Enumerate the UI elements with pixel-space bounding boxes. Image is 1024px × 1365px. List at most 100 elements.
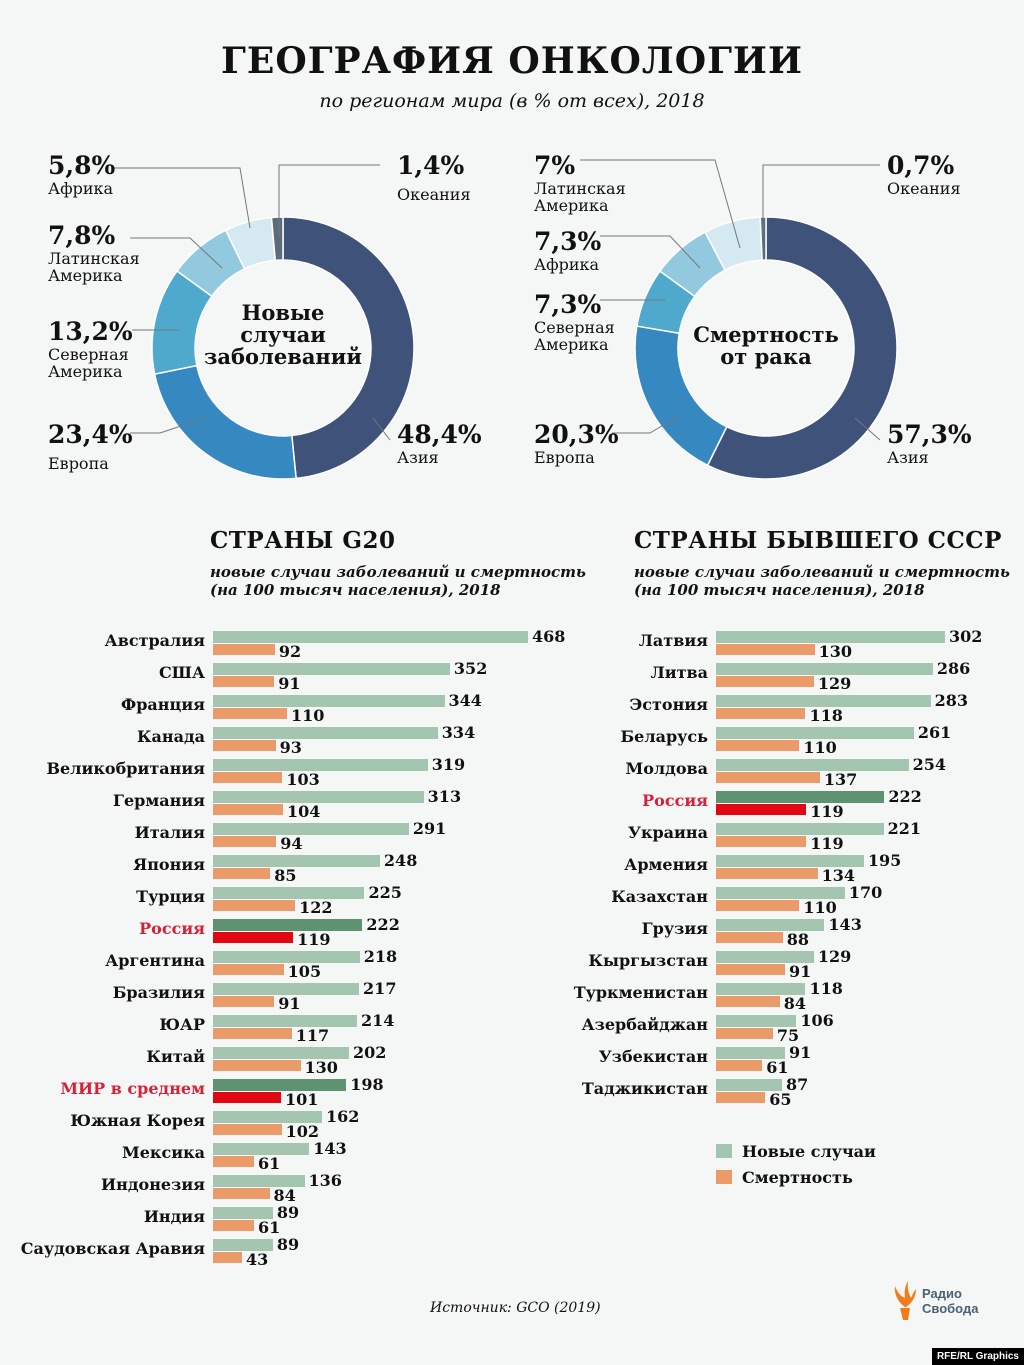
label-asia: 48,4% Азия bbox=[397, 420, 482, 467]
legend-swatch-death bbox=[716, 1170, 732, 1184]
pct: 48,4% bbox=[397, 420, 482, 449]
donut-new-cases bbox=[151, 216, 415, 480]
value-new: 143 bbox=[313, 1139, 347, 1158]
bar-death bbox=[716, 772, 820, 783]
country-label: Германия bbox=[112, 791, 205, 810]
country-label: Грузия bbox=[641, 919, 708, 938]
slice-европа bbox=[153, 364, 297, 480]
bar-new bbox=[716, 1079, 782, 1091]
value-death: 110 bbox=[803, 738, 837, 757]
bar-death bbox=[213, 804, 283, 815]
value-new: 136 bbox=[308, 1171, 342, 1190]
ussr-title: СТРАНЫ БЫВШЕГО СССР bbox=[634, 527, 1002, 554]
legend-swatch-new bbox=[716, 1144, 732, 1158]
region: Океания bbox=[887, 179, 961, 198]
value-new: 222 bbox=[888, 787, 922, 806]
slice-океания bbox=[270, 216, 284, 262]
label-asia: 57,3% Азия bbox=[887, 421, 972, 467]
value-death: 91 bbox=[278, 674, 301, 693]
radio-svoboda-logo: Радио Свобода bbox=[892, 1280, 978, 1322]
country-label: Турция bbox=[136, 887, 205, 906]
pct: 1,4% bbox=[397, 151, 465, 180]
value-death: 61 bbox=[766, 1058, 789, 1077]
bar-new bbox=[213, 1111, 323, 1123]
country-label: Молдова bbox=[625, 759, 708, 778]
country-label: Литва bbox=[650, 663, 708, 682]
bar-death bbox=[716, 1028, 773, 1039]
bar-new bbox=[213, 951, 360, 963]
bar-death bbox=[716, 740, 800, 751]
country-label: Казахстан bbox=[611, 887, 708, 906]
label-namerica: 13,2% Северная Америка bbox=[48, 318, 148, 381]
value-new: 468 bbox=[532, 627, 566, 646]
center-line: от рака bbox=[720, 344, 812, 369]
bar-death bbox=[213, 772, 283, 783]
value-death: 119 bbox=[297, 930, 331, 949]
value-new: 214 bbox=[361, 1011, 395, 1030]
region: Латинская Америка bbox=[534, 179, 626, 215]
value-death: 102 bbox=[285, 1122, 320, 1141]
leader-line bbox=[854, 417, 881, 441]
bar-new bbox=[213, 823, 409, 835]
value-new: 118 bbox=[809, 979, 843, 998]
region: Латинская Америка bbox=[48, 249, 140, 285]
country-label: Латвия bbox=[638, 631, 708, 650]
value-death: 110 bbox=[803, 898, 837, 917]
value-death: 91 bbox=[278, 994, 301, 1013]
value-death: 134 bbox=[821, 866, 855, 885]
value-new: 254 bbox=[912, 755, 946, 774]
bar-death bbox=[716, 1060, 763, 1071]
legend-label-death: Смертность bbox=[742, 1168, 853, 1187]
label-europe: 20,3% Европа bbox=[534, 420, 619, 467]
country-label: США bbox=[158, 663, 205, 682]
subtitle-line: новые случаи заболеваний и смертность bbox=[634, 563, 1010, 581]
region: Азия bbox=[397, 448, 439, 467]
value-death: 103 bbox=[286, 770, 320, 789]
value-new: 129 bbox=[817, 947, 852, 966]
ussr-subtitle: новые случаи заболеваний и смертность (на… bbox=[634, 563, 1010, 599]
center-line: Новые bbox=[241, 300, 325, 325]
pct: 20,3% bbox=[534, 420, 619, 449]
value-death: 130 bbox=[818, 642, 852, 661]
label-namerica: 7,3% Северная Америка bbox=[534, 291, 634, 354]
pct: 23,4% bbox=[48, 420, 133, 449]
source-note: Источник: GCO (2019) bbox=[430, 1300, 601, 1316]
bar-new bbox=[716, 1047, 785, 1059]
value-death: 93 bbox=[279, 738, 302, 757]
value-death: 110 bbox=[291, 706, 325, 725]
leader-line bbox=[372, 417, 391, 441]
leader-line bbox=[612, 414, 681, 434]
slice-азия bbox=[282, 216, 415, 480]
value-new: 221 bbox=[887, 819, 921, 838]
value-death: 61 bbox=[258, 1154, 281, 1173]
bar-new bbox=[213, 727, 438, 739]
country-label: Армения bbox=[624, 855, 708, 874]
value-new: 261 bbox=[917, 723, 952, 742]
bar-death bbox=[716, 1092, 766, 1103]
donut-charts bbox=[112, 159, 898, 480]
country-label: Узбекистан bbox=[598, 1047, 708, 1066]
leader-lines bbox=[112, 159, 881, 441]
country-label: Великобритания bbox=[46, 759, 205, 778]
bar-death bbox=[213, 1028, 292, 1039]
value-death: 94 bbox=[280, 834, 303, 853]
country-label: Франция bbox=[121, 695, 205, 714]
country-label: Австралия bbox=[104, 631, 205, 650]
value-death: 105 bbox=[287, 962, 322, 981]
value-new: 195 bbox=[867, 851, 902, 870]
bar-new bbox=[213, 1175, 305, 1187]
region: Азия bbox=[887, 448, 929, 467]
value-death: 130 bbox=[304, 1058, 338, 1077]
label-europe: 23,4% Европа bbox=[48, 420, 133, 473]
torch-icon bbox=[894, 1281, 916, 1320]
value-new: 170 bbox=[848, 883, 883, 902]
bar-new bbox=[716, 1015, 797, 1027]
value-new: 222 bbox=[366, 915, 400, 934]
bar-death bbox=[213, 996, 275, 1007]
bar-new bbox=[716, 695, 931, 707]
leader-line bbox=[278, 164, 380, 236]
label-oceania: 1,4% Океания bbox=[397, 151, 471, 204]
bar-death bbox=[213, 964, 284, 975]
logo-text: Радио bbox=[922, 1286, 962, 1301]
country-label: Бразилия bbox=[112, 983, 205, 1002]
